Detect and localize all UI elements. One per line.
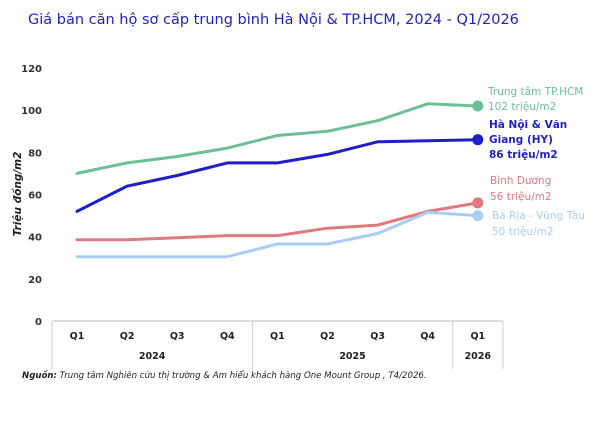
series-line (75, 210, 480, 259)
x-year-label: 2024 (139, 351, 166, 362)
x-year-label: 2026 (465, 351, 492, 362)
y-tick-label: 100 (21, 106, 42, 117)
y-tick-label: 120 (21, 64, 42, 75)
x-tick-label: Q4 (420, 331, 435, 342)
x-tick-label: Q1 (470, 331, 485, 342)
series-end-marker (472, 134, 484, 146)
series-value-label: 102 triệu/m2 (488, 101, 556, 113)
x-tick-label: Q1 (70, 331, 85, 342)
y-tick-label: 20 (28, 275, 42, 286)
x-tick-label: Q4 (220, 331, 235, 342)
x-tick-label: Q3 (370, 331, 385, 342)
series-name-label: Trung tâm TP.HCM (487, 86, 583, 98)
series-name-label: Bà Rịa - Vũng Tàu (492, 210, 585, 222)
series-end-marker (472, 210, 484, 222)
series-name-label: Giang (HY) (489, 134, 553, 146)
series-name-label: Hà Nội & Văn (489, 119, 567, 131)
x-year-label: 2025 (339, 351, 365, 362)
y-tick-label: 0 (35, 317, 42, 328)
series-value-label: 50 triệu/m2 (492, 226, 554, 238)
series-name-label: Bình Dương (490, 175, 551, 187)
series-line (75, 201, 480, 242)
series-value-label: 56 triệu/m2 (490, 191, 552, 203)
y-tick-label: 40 (28, 233, 42, 244)
series-value-label: 86 triệu/m2 (489, 149, 558, 161)
source-note: Nguồn: Trung tâm Nghiên cứu thị trường &… (22, 371, 427, 381)
y-axis-label: Triệu đồng/m2 (11, 152, 24, 237)
y-tick-label: 60 (28, 191, 42, 202)
x-tick-label: Q3 (170, 331, 185, 342)
x-tick-label: Q2 (120, 331, 135, 342)
y-tick-label: 80 (28, 148, 42, 159)
series-end-marker (472, 100, 484, 112)
series-line (75, 102, 480, 175)
series-line (75, 138, 480, 213)
source-label: Nguồn: (22, 371, 57, 381)
series-end-marker (472, 197, 484, 209)
x-tick-label: Q2 (320, 331, 335, 342)
chart-title: Giá bán căn hộ sơ cấp trung bình Hà Nội … (28, 12, 519, 28)
x-tick-label: Q1 (270, 331, 285, 342)
source-text: Trung tâm Nghiên cứu thị trường & Am hiể… (56, 371, 427, 381)
